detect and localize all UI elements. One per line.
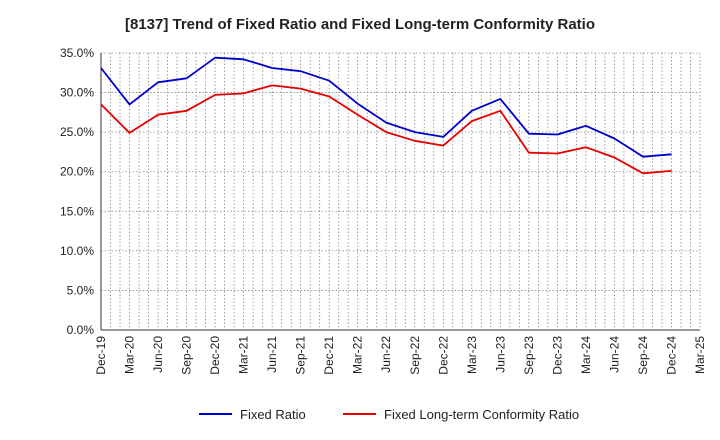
y-tick-label: 0.0% [67,323,95,337]
y-tick-label: 10.0% [60,244,94,258]
legend: Fixed Ratio Fixed Long-term Conformity Ra… [199,407,579,422]
axes [100,53,701,331]
x-tick-label: Dec-22 [436,336,450,375]
x-tick-label: Jun-22 [379,336,393,373]
y-tick-label: 25.0% [60,125,94,139]
x-tick-label: Jun-20 [151,336,165,373]
y-tick-label: 5.0% [67,283,95,297]
series-lines [100,56,672,175]
legend-label-2: Fixed Long-term Conformity Ratio [384,407,579,422]
x-tick-label: Jun-21 [265,336,279,373]
x-tick-label: Sep-23 [522,336,536,375]
x-tick-label: Dec-24 [664,336,678,375]
x-tick-labels: Dec-19 Mar-20 Jun-20 Sep-20 Dec-20 Mar-21 Jun-… [94,336,707,375]
chart-title: [8137] Trend of Fixed Ratio and Fixed Lo… [124,16,596,33]
x-tick-label: Sep-24 [636,336,650,375]
series-line-2 [100,84,672,175]
y-tick-label: 35.0% [60,46,94,60]
x-tick-label: Dec-21 [322,336,336,375]
y-tick-label: 15.0% [60,204,94,218]
x-tick-label: Mar-21 [237,336,251,374]
x-tick-label: Dec-23 [550,336,564,375]
series-line-1 [100,56,672,158]
x-tick-label: Sep-21 [294,336,308,375]
y-tick-labels: 0.0% 5.0% 10.0% 15.0% 20.0% 25.0% 30.0% 35.0% [60,46,94,337]
x-tick-label: Mar-23 [465,336,479,374]
legend-label-1: Fixed Ratio [240,407,306,422]
grid-lines [101,52,700,330]
x-tick-label: Sep-20 [180,336,194,375]
x-tick-label: Dec-19 [94,336,108,375]
x-tick-label: Mar-22 [351,336,365,374]
y-tick-label: 30.0% [60,86,94,100]
x-tick-label: Jun-23 [493,336,507,373]
x-tick-label: Dec-20 [208,336,222,375]
x-tick-label: Mar-20 [123,336,137,374]
x-tick-label: Jun-24 [607,336,621,373]
y-tick-label: 20.0% [60,165,94,179]
x-tick-label: Mar-25 [693,336,707,374]
x-tick-label: Mar-24 [579,336,593,374]
x-tick-label: Sep-22 [408,336,422,375]
